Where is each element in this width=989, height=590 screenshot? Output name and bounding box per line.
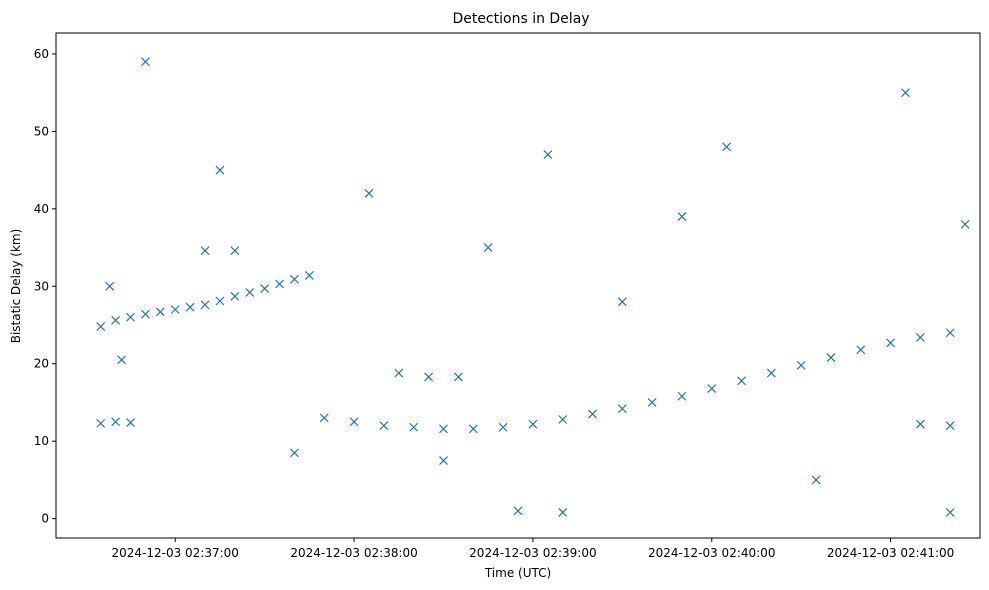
data-point	[886, 338, 896, 348]
y-tick-label: 10	[34, 434, 49, 448]
data-point	[796, 360, 806, 370]
data-point	[737, 376, 746, 386]
data-point	[126, 418, 135, 428]
y-tick-label: 40	[34, 202, 49, 216]
data-point	[394, 368, 404, 378]
x-tick-label: 2024-12-03 02:38:00	[290, 546, 417, 560]
data-point	[960, 219, 970, 229]
data-point	[528, 419, 538, 429]
data-point	[558, 508, 568, 517]
data-point	[483, 243, 493, 252]
data-point	[230, 291, 240, 301]
y-tick-label: 50	[34, 124, 49, 138]
y-tick-label: 30	[34, 279, 49, 293]
data-point	[170, 305, 180, 314]
plot-points	[96, 57, 970, 517]
data-point	[811, 475, 821, 485]
data-point	[945, 508, 955, 517]
data-point	[379, 421, 389, 431]
x-tick-label: 2024-12-03 02:41:00	[827, 546, 954, 560]
data-point	[677, 212, 687, 221]
data-point	[617, 404, 627, 414]
data-point	[945, 328, 955, 338]
data-point	[826, 353, 836, 362]
data-point	[915, 419, 925, 429]
data-point	[439, 424, 448, 434]
data-point	[453, 372, 463, 382]
data-point	[230, 246, 240, 256]
data-point	[117, 355, 126, 365]
data-point	[200, 246, 210, 256]
data-point	[543, 150, 553, 160]
data-point	[349, 417, 359, 427]
x-axis-label: Time (UTC)	[484, 566, 551, 580]
data-point	[364, 188, 374, 198]
plot-area	[55, 32, 981, 539]
data-point	[558, 415, 568, 424]
data-point	[275, 279, 284, 289]
data-point	[915, 332, 925, 342]
y-tick-label: 60	[34, 47, 49, 61]
data-point	[468, 424, 478, 434]
data-point	[96, 322, 106, 331]
data-point	[319, 413, 329, 423]
data-point	[409, 422, 419, 432]
data-point	[140, 57, 150, 67]
data-point	[856, 345, 866, 355]
x-tick-label: 2024-12-03 02:39:00	[469, 546, 596, 560]
data-point	[722, 142, 732, 152]
data-point	[260, 284, 270, 294]
y-tick-label: 20	[34, 357, 49, 371]
data-point	[111, 417, 121, 427]
data-point	[677, 391, 687, 401]
data-point	[290, 448, 299, 458]
data-point	[901, 88, 910, 98]
data-point	[424, 372, 434, 382]
data-point	[215, 296, 225, 306]
data-point	[304, 271, 314, 280]
data-point	[155, 307, 165, 317]
data-point	[617, 297, 627, 307]
data-point	[290, 274, 299, 284]
data-point	[945, 421, 955, 431]
data-point	[200, 300, 210, 310]
data-point	[245, 288, 255, 297]
data-point	[439, 456, 448, 465]
y-tick-label: 0	[41, 512, 49, 526]
data-point	[140, 309, 150, 319]
x-tick-label: 2024-12-03 02:40:00	[648, 546, 775, 560]
y-axis-ticks: 0 10 20 30 40 50 60	[34, 47, 56, 526]
data-point	[588, 409, 597, 419]
y-axis-label: Bistatic Delay (km)	[9, 229, 23, 344]
data-point	[111, 315, 121, 325]
x-axis-ticks: 2024-12-03 02:37:00 2024-12-03 02:38:00 20…	[111, 538, 954, 560]
data-point	[126, 312, 135, 322]
x-tick-label: 2024-12-03 02:37:00	[111, 546, 238, 560]
data-point	[707, 384, 717, 393]
data-point	[647, 398, 657, 407]
data-point	[513, 506, 523, 516]
data-point	[96, 418, 106, 428]
data-point	[185, 302, 195, 312]
data-point	[215, 165, 225, 175]
data-point	[766, 368, 776, 378]
chart-title: Detections in Delay	[452, 11, 589, 27]
data-point	[105, 281, 115, 291]
data-point	[498, 422, 508, 432]
